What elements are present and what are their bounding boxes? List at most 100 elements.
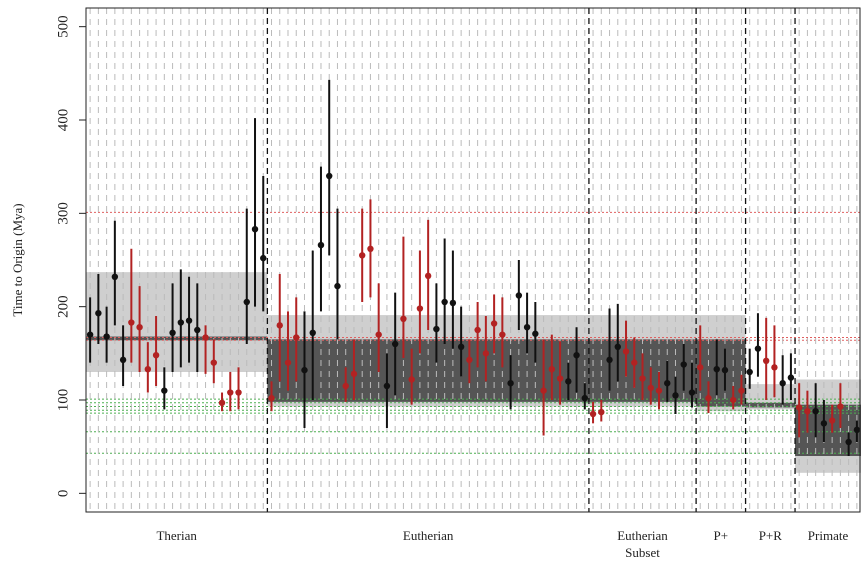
point-1-6 xyxy=(317,241,325,249)
point-1-18 xyxy=(416,305,424,312)
point-5-1 xyxy=(804,408,811,415)
point-5-3 xyxy=(820,420,828,427)
group-label-2-line-1: Subset xyxy=(625,545,660,560)
y-axis: 0 100 200 300 400 500 xyxy=(55,15,86,497)
point-1-19 xyxy=(424,272,432,280)
point-0-15 xyxy=(210,359,217,366)
point-0-13 xyxy=(194,326,201,334)
bands-layer xyxy=(86,272,861,473)
plot-border xyxy=(85,7,861,513)
point-1-5 xyxy=(309,329,316,336)
point-0-6 xyxy=(136,324,143,331)
point-0-21 xyxy=(260,254,267,262)
point-4-0 xyxy=(746,368,753,376)
point-1-26 xyxy=(482,350,490,357)
point-3-0 xyxy=(697,364,704,371)
point-5-2 xyxy=(812,408,819,415)
point-3-1 xyxy=(705,394,712,402)
point-0-16 xyxy=(218,399,226,406)
point-2-12 xyxy=(688,389,696,396)
point-3-2 xyxy=(713,366,720,373)
point-1-38 xyxy=(581,394,589,402)
band-inner-4 xyxy=(745,402,796,408)
point-1-30 xyxy=(515,292,523,299)
point-4-2 xyxy=(762,357,770,364)
y-tick-label-2: 200 xyxy=(55,295,71,318)
point-1-0 xyxy=(268,394,275,402)
point-1-22 xyxy=(449,299,457,307)
point-2-1 xyxy=(598,408,605,416)
point-0-3 xyxy=(111,273,119,280)
y-tick-label-1: 100 xyxy=(55,389,71,412)
point-2-4 xyxy=(622,348,630,355)
point-5-7 xyxy=(853,426,861,434)
point-5-4 xyxy=(828,417,836,424)
point-1-29 xyxy=(507,380,514,387)
point-2-7 xyxy=(647,384,654,392)
point-0-19 xyxy=(243,298,250,306)
point-2-2 xyxy=(606,356,613,364)
point-0-8 xyxy=(152,352,160,359)
point-1-15 xyxy=(391,340,399,348)
point-0-2 xyxy=(103,333,110,340)
point-0-4 xyxy=(119,356,127,364)
point-1-14 xyxy=(383,382,391,390)
point-1-27 xyxy=(490,320,498,327)
point-1-4 xyxy=(301,366,308,374)
point-1-34 xyxy=(548,366,556,373)
point-2-0 xyxy=(589,410,597,418)
point-1-8 xyxy=(334,282,341,290)
point-1-1 xyxy=(276,322,283,329)
band-inner-1 xyxy=(267,339,589,402)
group-labels: Therian Eutherian Eutherian Subset P+ P+R Prim… xyxy=(156,528,848,560)
point-0-1 xyxy=(95,310,102,317)
group-label-4: P+R xyxy=(759,528,783,543)
point-0-12 xyxy=(185,317,193,324)
group-separators-layer xyxy=(266,8,796,512)
point-4-1 xyxy=(754,345,762,352)
point-1-37 xyxy=(573,352,580,359)
point-1-10 xyxy=(350,370,358,378)
group-label-1: Eutherian xyxy=(403,528,454,543)
point-1-12 xyxy=(367,245,374,252)
point-1-11 xyxy=(358,252,366,259)
point-1-3 xyxy=(293,334,300,341)
point-0-10 xyxy=(169,329,176,336)
point-1-23 xyxy=(457,343,465,350)
point-0-17 xyxy=(227,389,234,396)
point-0-20 xyxy=(251,226,259,233)
point-0-0 xyxy=(86,331,94,338)
point-1-31 xyxy=(523,324,531,331)
point-0-9 xyxy=(161,387,168,394)
point-2-6 xyxy=(639,375,646,382)
point-1-17 xyxy=(408,376,415,383)
point-2-3 xyxy=(614,343,621,350)
grid-layer xyxy=(89,8,858,512)
group-label-5: Primate xyxy=(808,528,849,543)
point-2-11 xyxy=(680,361,687,368)
point-0-14 xyxy=(202,334,209,341)
y-tick-label-3: 300 xyxy=(55,202,71,225)
point-5-0 xyxy=(795,404,803,411)
y-tick-label-4: 400 xyxy=(55,109,71,132)
point-3-3 xyxy=(721,366,729,374)
point-0-11 xyxy=(177,319,185,326)
y-axis-label: Time to Origin (Mya) xyxy=(10,203,25,316)
point-2-5 xyxy=(631,359,638,366)
y-tick-label-5: 500 xyxy=(55,15,71,37)
point-4-4 xyxy=(779,380,786,387)
point-0-5 xyxy=(128,319,135,326)
band-outer-0 xyxy=(86,272,268,372)
point-1-16 xyxy=(400,315,407,322)
point-0-18 xyxy=(235,389,242,396)
point-1-33 xyxy=(540,387,547,394)
point-0-7 xyxy=(144,366,152,373)
point-1-7 xyxy=(326,172,333,180)
point-5-5 xyxy=(837,403,844,410)
points-layer xyxy=(86,79,861,456)
group-label-3: P+ xyxy=(714,528,729,543)
plot-frame xyxy=(85,7,861,513)
point-4-5 xyxy=(787,374,795,381)
point-1-35 xyxy=(556,375,564,382)
